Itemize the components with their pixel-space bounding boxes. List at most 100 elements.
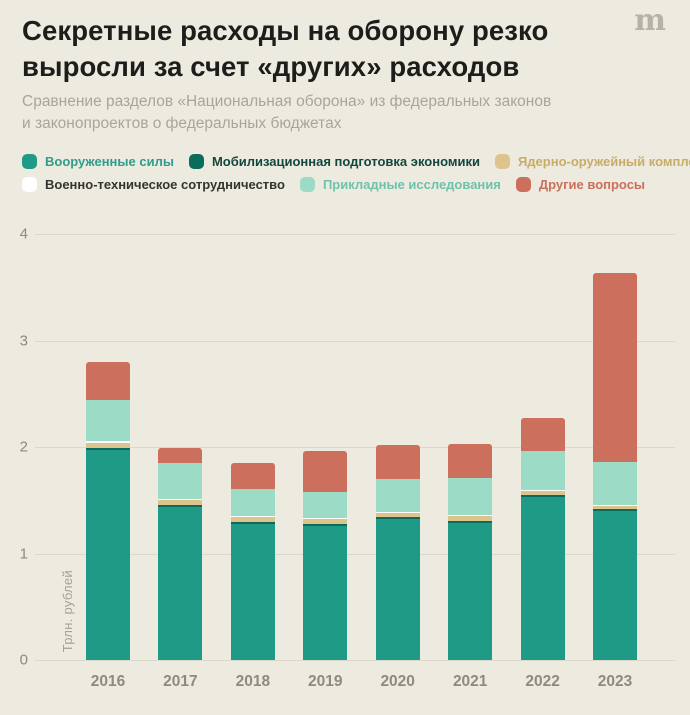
legend-swatch-icon — [494, 154, 510, 169]
legend-item-2: Мобилизационная подготовка экономики — [188, 154, 480, 169]
bar-2018 — [230, 462, 275, 660]
bar-segment — [448, 522, 493, 660]
stacked-bar-chart: 0 1 2 3 4 Трлн. рублей 2016 2017 2018 2019 2020 20… — [0, 226, 690, 696]
bar-segment — [158, 504, 203, 507]
bar-segment — [593, 505, 637, 509]
x-label-2023: 2023 — [597, 673, 633, 690]
bar-segment — [448, 516, 493, 521]
bar-segment — [303, 491, 348, 519]
legend-label: Военно-техническое сотрудничество — [45, 177, 285, 192]
bar-2016 — [86, 361, 130, 660]
bar-segment — [86, 440, 130, 443]
legend-item-6: Другие вопросы — [515, 177, 646, 192]
legend-swatch-icon — [22, 154, 37, 169]
bar-segment — [448, 477, 493, 516]
bar-segment — [375, 517, 420, 520]
legend-swatch-icon — [515, 177, 531, 192]
bar-2020 — [375, 444, 420, 660]
bar-2022 — [520, 418, 565, 660]
bar-2019 — [303, 451, 348, 660]
meduza-logo-icon: m — [634, 3, 666, 38]
bar-segment — [593, 461, 637, 505]
bar-segment — [158, 448, 203, 463]
bar-segment — [230, 523, 275, 660]
legend-swatch-icon — [22, 177, 37, 192]
y-axis-label: Трлн. рублей — [60, 569, 75, 652]
bar-segment — [303, 518, 348, 520]
bar-segment — [230, 516, 275, 518]
x-label-2021: 2021 — [452, 673, 488, 690]
bar-segment — [448, 515, 493, 517]
bar-segment — [230, 521, 275, 524]
chart-subtitle: Сравнение разделов «Национальная оборона… — [22, 93, 552, 132]
y-tick-label-3: 3 — [19, 332, 28, 349]
bar-2023 — [593, 273, 637, 660]
bar-segment — [158, 506, 203, 660]
bar-segment — [520, 451, 565, 490]
gridline-0 — [35, 660, 675, 661]
bar-segment — [375, 511, 420, 514]
legend-item-4: Военно-техническое сотрудничество — [22, 177, 285, 192]
bar-segment — [448, 443, 493, 478]
plot-area: 0 1 2 3 4 Трлн. рублей — [0, 225, 690, 669]
x-label-2019: 2019 — [308, 673, 343, 690]
x-label-2016: 2016 — [90, 673, 126, 690]
legend-item-3: Ядерно-оружейный комплекс — [494, 154, 690, 169]
bar-segment — [86, 400, 130, 441]
bar-segment — [520, 489, 565, 491]
legend-label: Другие вопросы — [538, 177, 646, 192]
legend-row-1: Вооруженные силы Мобилизационная подготов… — [22, 154, 690, 169]
y-tick-label-4: 4 — [19, 225, 28, 243]
bar-segment — [86, 442, 130, 449]
bar-segment — [303, 523, 348, 526]
bar-segment — [375, 513, 420, 518]
bar-2021 — [448, 443, 493, 660]
gridline-1 — [35, 553, 675, 555]
legend-label: Ядерно-оружейный комплекс — [517, 154, 690, 169]
bar-segment — [520, 418, 565, 452]
bar-2017 — [158, 448, 203, 660]
y-tick-label-0: 0 — [19, 651, 28, 669]
bar-segment — [375, 444, 420, 479]
bar-segment — [593, 504, 637, 506]
bar-segment — [593, 508, 637, 511]
x-label-2022: 2022 — [525, 673, 560, 690]
legend-item-5: Прикладные исследования — [299, 177, 501, 192]
x-label-2018: 2018 — [235, 673, 271, 690]
x-label-2017: 2017 — [163, 673, 198, 690]
bar-segment — [86, 448, 130, 451]
bar-segment — [158, 500, 203, 505]
bar-segment — [86, 361, 130, 401]
bar-segment — [230, 488, 275, 517]
bar-segment — [593, 273, 637, 462]
legend-label: Прикладные исследования — [322, 177, 501, 192]
y-tick-label-2: 2 — [19, 438, 28, 456]
gridline-4 — [35, 234, 675, 235]
gridline-2 — [35, 447, 675, 448]
legend-swatch-icon — [188, 154, 204, 169]
legend-swatch-icon — [299, 177, 315, 192]
chart-title: Секретные расходы на оборону резко вырос… — [22, 15, 549, 83]
bar-segment — [520, 495, 565, 498]
x-label-2020: 2020 — [380, 673, 415, 690]
bar-segment — [230, 517, 275, 522]
bar-segment — [520, 490, 565, 496]
bar-segment — [303, 451, 348, 492]
bar-segment — [158, 462, 203, 500]
legend-label: Мобилизационная подготовка экономики — [211, 154, 480, 169]
bar-segment — [303, 525, 348, 660]
bar-segment — [230, 462, 275, 489]
bar-segment — [375, 519, 420, 660]
bar-segment — [86, 450, 130, 660]
gridline-3 — [35, 340, 675, 342]
bar-segment — [303, 519, 348, 524]
legend-label: Вооруженные силы — [45, 154, 174, 169]
y-tick-label-1: 1 — [19, 545, 28, 562]
legend-row-2: Военно-техническое сотрудничество Приклад… — [22, 177, 690, 192]
bar-segment — [158, 499, 203, 501]
legend-item-1: Вооруженные силы — [22, 154, 174, 169]
bar-segment — [448, 520, 493, 523]
bar-segment — [593, 510, 637, 660]
legend: Вооруженные силы Мобилизационная подготов… — [22, 154, 690, 192]
